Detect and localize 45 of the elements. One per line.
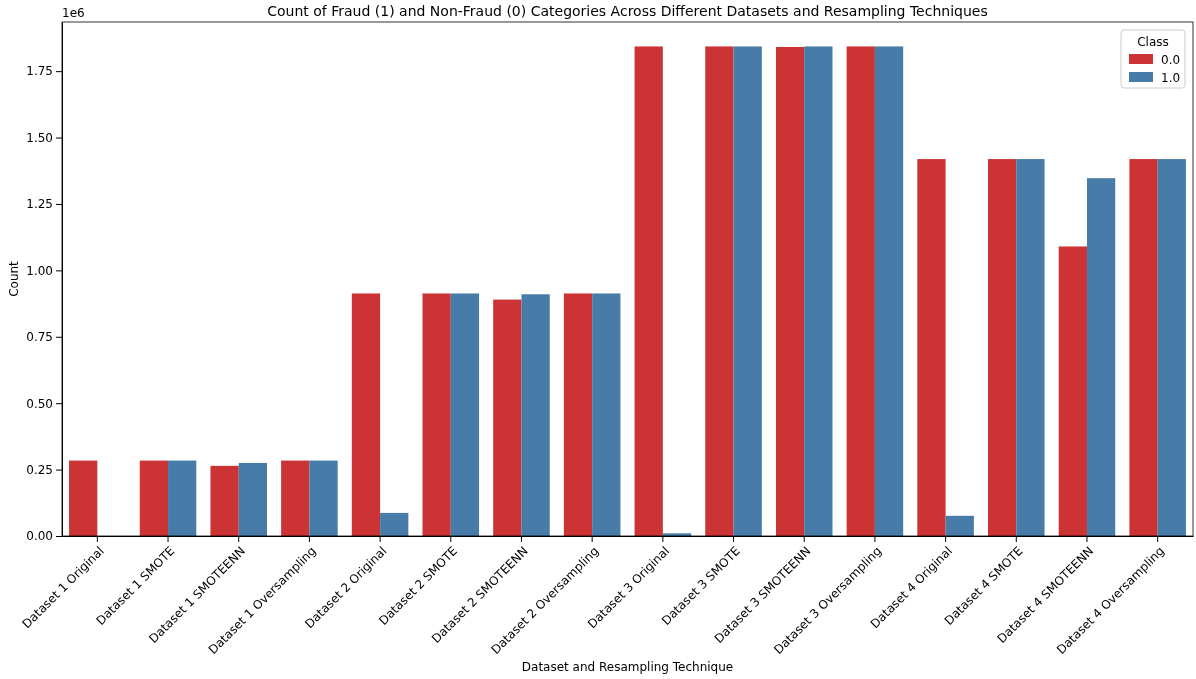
bar [988,159,1017,536]
bar [521,294,550,536]
bar [69,460,98,536]
text: 1e6 [62,6,85,20]
chart-title: Count of Fraud (1) and Non-Fraud (0) Categories Across Different Datasets and Resampling Techniques [267,3,988,19]
y-tick-label: 1.75 [26,64,53,79]
bar [705,46,734,536]
y-tick-label: 1.00 [26,263,53,278]
bar [493,299,522,536]
bar [846,46,875,536]
bar [1016,159,1045,536]
bar [945,515,974,536]
legend-title: Class [1137,35,1169,49]
bar [592,293,621,536]
bar [1058,246,1087,536]
bar [917,159,946,536]
y-tick-label: 1.25 [26,197,53,212]
bar [422,293,451,536]
bar [351,293,381,536]
bar [874,46,904,536]
bar [804,46,833,536]
bar [733,46,762,536]
bar [281,460,310,536]
y-axis-title: Count [7,260,21,297]
x-axis-title: Dataset and Resampling Technique [521,660,734,674]
y-tick-label: 1.50 [26,130,53,145]
bar [210,465,239,536]
bar [238,462,267,536]
y-tick-label: 0.50 [26,396,53,411]
bar [1086,178,1116,536]
bar [1129,159,1158,536]
bar [634,46,663,536]
y-tick-label: 0.25 [26,462,53,477]
bar [139,460,169,536]
bar [168,460,197,536]
y-tick-label: 0.00 [26,529,53,544]
bar [380,512,409,536]
bar [450,293,480,536]
y-tick-label: 0.75 [26,330,53,345]
bar [563,293,593,536]
legend-label: 0.0 [1161,53,1181,67]
legend-label: 1.0 [1161,71,1181,85]
bar [775,46,805,536]
bar [1157,159,1186,536]
bar [309,460,338,536]
